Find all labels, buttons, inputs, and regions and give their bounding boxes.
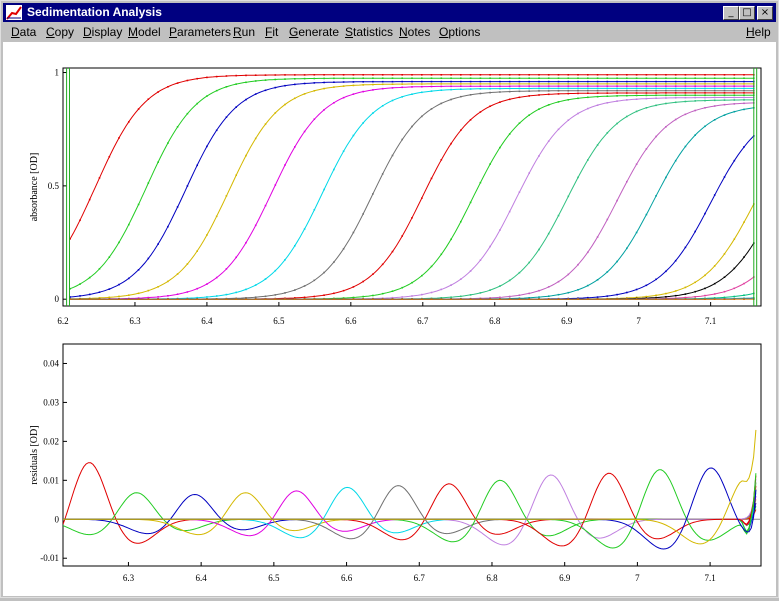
menu-statistics-key: S — [345, 25, 353, 39]
absorbance-xtick-label: 6.8 — [489, 316, 501, 326]
menu-data-key: D — [11, 25, 20, 39]
residuals-ytick-label: 0 — [55, 514, 60, 524]
menu-generate-key: G — [289, 25, 298, 39]
menu-model-label: odel — [138, 25, 161, 39]
menu-help-label: elp — [755, 25, 771, 39]
menu-options-label: ptions — [448, 25, 480, 39]
absorbance-xtick-label: 7.1 — [705, 316, 716, 326]
close-button[interactable]: × — [757, 6, 773, 20]
absorbance-xtick-label: 6.6 — [345, 316, 357, 326]
menu-display-key: D — [83, 25, 92, 39]
menu-display-label: isplay — [92, 25, 123, 39]
absorbance-ylabel: absorbance [OD] — [29, 153, 40, 222]
title-bar[interactable]: Sedimentation Analysis _ □ × — [3, 3, 776, 22]
residuals-ytick-label: 0.03 — [43, 397, 59, 407]
menu-generate-label: enerate — [298, 25, 339, 39]
absorbance-ytick-label: 1 — [55, 68, 60, 78]
menu-copy-key: C — [46, 25, 55, 39]
absorbance-xtick-label: 6.9 — [561, 316, 573, 326]
menu-copy[interactable]: Copy — [46, 25, 74, 39]
menu-notes-key: N — [399, 25, 408, 39]
residuals-xtick-label: 6.3 — [123, 573, 135, 583]
plots-canvas: 6.2 6.3 6.4 6.5 6.6 6.7 6.8 6.9 7 7.1 0 0.5 1 absorba… — [3, 42, 776, 596]
absorbance-xtick-label: 6.3 — [129, 316, 141, 326]
menu-statistics[interactable]: Statistics — [345, 25, 393, 39]
residuals-plot[interactable]: 6.3 6.4 6.5 6.6 6.7 6.8 6.9 7 7.1 -0.01 0 0.01 0.02 0… — [29, 344, 761, 583]
menu-model-key: M — [128, 25, 138, 39]
absorbance-xtick-label: 6.7 — [417, 316, 429, 326]
absorbance-ytick-label: 0 — [55, 294, 60, 304]
absorbance-ytick-label: 0.5 — [48, 181, 60, 191]
absorbance-xtick-label: 7 — [636, 316, 641, 326]
menu-notes[interactable]: Notes — [399, 25, 430, 39]
residuals-ytick-label: 0.01 — [43, 475, 59, 485]
menu-data[interactable]: Data — [11, 25, 36, 39]
residuals-frame — [63, 344, 761, 566]
residuals-xtick-label: 6.7 — [414, 573, 426, 583]
menu-notes-label: otes — [408, 25, 431, 39]
menu-parameters[interactable]: Parameters — [169, 25, 231, 39]
residuals-ytick-label: 0.02 — [43, 436, 59, 446]
menu-run[interactable]: Run — [233, 25, 255, 39]
absorbance-xtick-label: 6.2 — [57, 316, 68, 326]
residuals-xtick-label: 6.4 — [196, 573, 208, 583]
residuals-xtick-label: 6.6 — [341, 573, 353, 583]
maximize-button[interactable]: □ — [739, 6, 755, 20]
minimize-button[interactable]: _ — [723, 6, 739, 20]
residuals-ytick-label: 0.04 — [43, 358, 59, 368]
residuals-xtick-label: 7 — [635, 573, 640, 583]
residuals-xtick-label: 7.1 — [704, 573, 715, 583]
menu-parameters-label: arameters — [177, 25, 231, 39]
residuals-ylabel: residuals [OD] — [29, 425, 40, 484]
menu-run-label: un — [242, 25, 255, 39]
window-title: Sedimentation Analysis — [27, 5, 162, 20]
absorbance-xtick-label: 6.4 — [201, 316, 213, 326]
plot-area: 6.2 6.3 6.4 6.5 6.6 6.7 6.8 6.9 7 7.1 0 0.5 1 absorba… — [3, 42, 776, 596]
menu-bar: Data Copy Display Model Parameters Run F… — [3, 22, 776, 42]
menu-options[interactable]: Options — [439, 25, 480, 39]
menu-help[interactable]: Help — [746, 25, 771, 39]
residuals-xtick-label: 6.8 — [486, 573, 498, 583]
menu-model[interactable]: Model — [128, 25, 161, 39]
menu-fit[interactable]: Fit — [265, 25, 278, 39]
menu-parameters-key: P — [169, 25, 177, 39]
menu-run-key: R — [233, 25, 242, 39]
app-icon — [6, 5, 22, 20]
absorbance-xtick-label: 6.5 — [273, 316, 285, 326]
menu-display[interactable]: Display — [83, 25, 122, 39]
menu-statistics-label: tatistics — [353, 25, 393, 39]
menu-options-key: O — [439, 25, 448, 39]
absorbance-plot[interactable]: 6.2 6.3 6.4 6.5 6.6 6.7 6.8 6.9 7 7.1 0 0.5 1 absorba… — [29, 68, 761, 326]
residuals-xtick-label: 6.5 — [268, 573, 280, 583]
residuals-xtick-label: 6.9 — [559, 573, 571, 583]
menu-data-label: ata — [20, 25, 37, 39]
menu-copy-label: opy — [55, 25, 74, 39]
residuals-ytick-label: -0.01 — [40, 553, 59, 563]
menu-generate[interactable]: Generate — [289, 25, 339, 39]
menu-help-key: H — [746, 25, 755, 39]
menu-fit-label: it — [272, 25, 278, 39]
absorbance-frame — [63, 68, 761, 306]
